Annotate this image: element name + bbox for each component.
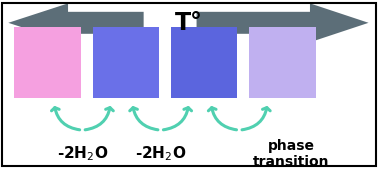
Bar	[171, 27, 237, 98]
Bar	[249, 27, 316, 98]
Bar	[93, 27, 159, 98]
Bar	[14, 27, 81, 98]
Text: phase
transition: phase transition	[253, 139, 329, 169]
Text: T°: T°	[175, 11, 203, 35]
Polygon shape	[197, 3, 369, 42]
Text: -2H$_2$O: -2H$_2$O	[57, 144, 108, 163]
Polygon shape	[8, 3, 144, 42]
Text: -2H$_2$O: -2H$_2$O	[135, 144, 186, 163]
